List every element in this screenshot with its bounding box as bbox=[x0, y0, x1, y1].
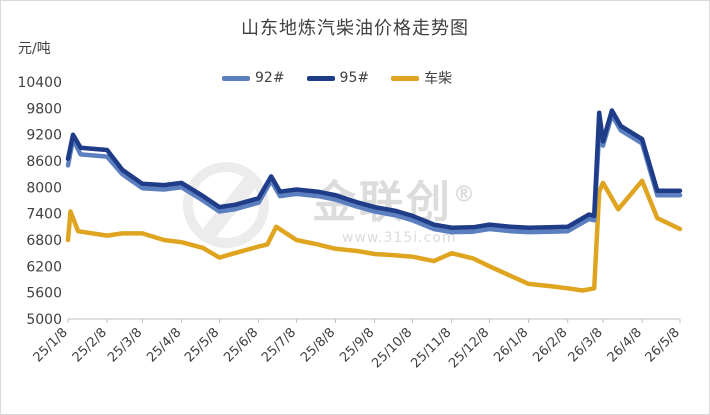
watermark-url: www.315i.com bbox=[342, 230, 457, 246]
x-tick-label: 25/8/8 bbox=[298, 325, 338, 365]
y-tick-label: 9800 bbox=[26, 101, 62, 117]
x-tick-label: 25/5/8 bbox=[182, 325, 222, 365]
legend-swatch-diesel bbox=[391, 75, 420, 81]
y-tick-label: 9200 bbox=[26, 128, 62, 144]
x-tick-label: 26/4/8 bbox=[605, 325, 645, 365]
chart-title: 山东地炼汽柴油价格走势图 bbox=[241, 18, 469, 39]
y-tick-label: 5600 bbox=[26, 286, 62, 302]
legend-label-diesel: 车柴 bbox=[424, 71, 453, 87]
y-tick-label: 7400 bbox=[26, 207, 62, 223]
legend-item-diesel: 车柴 bbox=[391, 68, 452, 88]
x-tick-label: 25/10/8 bbox=[369, 325, 415, 371]
y-axis-unit: 元/吨 bbox=[18, 41, 51, 57]
x-tick-label: 25/4/8 bbox=[144, 325, 184, 365]
x-tick-label: 25/6/8 bbox=[221, 325, 261, 365]
legend-swatch-92 bbox=[222, 75, 250, 81]
x-tick-label: 25/12/8 bbox=[446, 325, 492, 371]
y-tick-label: 6800 bbox=[26, 233, 62, 249]
x-tick-label: 25/3/8 bbox=[105, 325, 145, 365]
x-tick-label: 26/1/8 bbox=[491, 325, 531, 365]
x-tick-label: 25/2/8 bbox=[70, 325, 110, 365]
legend-label-92: 92# bbox=[255, 70, 285, 86]
legend-item-92: 92# bbox=[222, 68, 285, 88]
legend-swatch-95 bbox=[306, 75, 335, 81]
y-tick-label: 8000 bbox=[26, 180, 62, 196]
x-tick-label: 25/11/8 bbox=[408, 325, 454, 371]
y-tick-label: 5000 bbox=[26, 312, 62, 328]
x-tick-label: 26/2/8 bbox=[530, 325, 570, 365]
x-tick-label: 25/7/8 bbox=[259, 325, 299, 365]
y-tick-label: 8600 bbox=[26, 154, 62, 170]
series-line-95 bbox=[65, 108, 683, 230]
legend-item-95: 95# bbox=[306, 68, 370, 88]
x-tick-label: 25/1/8 bbox=[31, 325, 71, 365]
x-tick-label: 26/5/8 bbox=[643, 325, 683, 365]
x-tick-label: 26/3/8 bbox=[566, 325, 606, 365]
legend: 92# 95# 车柴 bbox=[222, 68, 452, 88]
legend-label-95: 95# bbox=[339, 70, 370, 86]
y-tick-label: 10400 bbox=[17, 75, 62, 91]
y-tick-label: 6200 bbox=[26, 259, 62, 275]
series-line-diesel bbox=[65, 178, 683, 293]
